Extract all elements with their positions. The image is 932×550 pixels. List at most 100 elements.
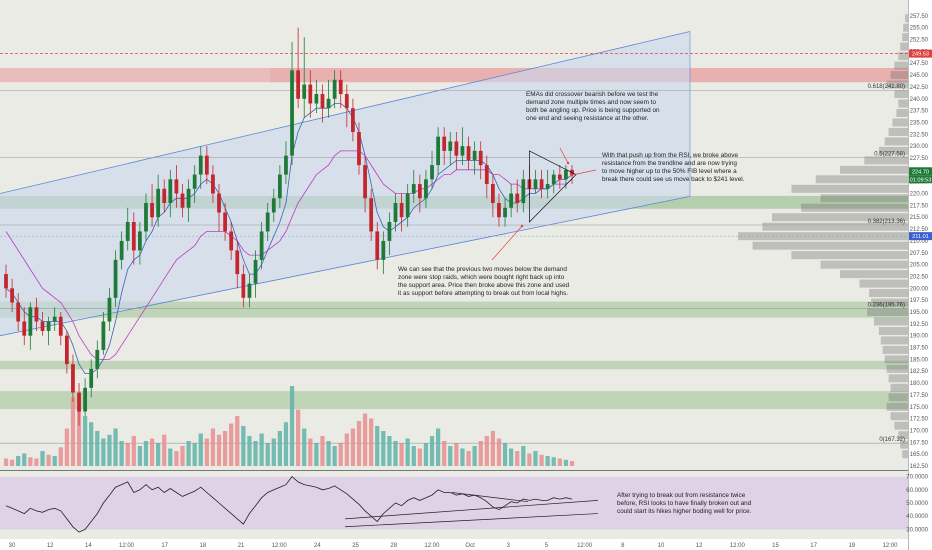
volume-profile-layer <box>738 14 908 459</box>
candle <box>64 330 69 374</box>
time-tick-label: 12:00 <box>424 543 440 549</box>
candle <box>296 27 301 109</box>
annotation-line: could start its hikes higher boding well… <box>617 508 751 515</box>
candle <box>113 250 118 308</box>
candle-body <box>16 302 21 322</box>
annotation-line: After trying to break out from resistanc… <box>617 492 746 499</box>
volume-bar <box>95 431 100 466</box>
rsi-tick-label: 70.0000 <box>906 475 928 481</box>
volume-profile-bar <box>772 213 908 222</box>
candle-body <box>478 150 483 166</box>
time-tick-label: 12:00 <box>882 543 898 549</box>
volume-bar <box>180 446 185 466</box>
candle <box>363 155 367 213</box>
candle <box>375 221 380 270</box>
candle-body <box>180 193 185 208</box>
volume-bar <box>344 433 349 466</box>
candle-body <box>156 188 161 218</box>
volume-profile-bar <box>894 421 908 430</box>
price-tag-current-label: 224.70 <box>912 169 929 175</box>
drawings-layer <box>491 147 597 261</box>
candle-body <box>497 203 501 218</box>
candle-body <box>442 136 447 151</box>
rsi-tick-label: 30.0000 <box>906 527 928 533</box>
candle-body <box>28 307 33 336</box>
price-tick-label: 207.50 <box>910 251 929 257</box>
volume-profile-bar <box>886 402 908 411</box>
volume-bar <box>515 451 520 466</box>
candle-body <box>551 174 556 185</box>
candle <box>119 231 124 270</box>
volume-bar <box>192 443 197 466</box>
volume-bar <box>429 436 435 466</box>
annotation-line: resistance from the trendline and are no… <box>602 160 737 167</box>
candle-body <box>308 84 313 104</box>
volume-bar <box>350 428 356 466</box>
price-tick-label: 177.50 <box>910 393 929 399</box>
volume-bar <box>222 431 228 466</box>
volume-bar <box>338 443 343 466</box>
candle <box>10 278 14 312</box>
candle <box>28 302 33 350</box>
candle <box>247 274 252 308</box>
volume-bar <box>362 413 368 466</box>
candle <box>83 378 88 417</box>
candle-body <box>430 165 434 180</box>
volume-bar <box>417 448 422 466</box>
time-tick-label: 8 <box>621 543 625 549</box>
volume-bar <box>423 443 429 466</box>
candle <box>217 184 221 232</box>
candle-body <box>95 349 100 369</box>
candle <box>125 207 130 251</box>
volume-bar <box>283 422 289 466</box>
price-tick-label: 205.00 <box>910 263 929 269</box>
candle-body <box>223 212 227 232</box>
candle-body <box>186 188 191 208</box>
candle <box>320 84 325 123</box>
annotation-stop-raids-note: We can see that the previous two moves b… <box>398 266 570 297</box>
candle-body <box>235 250 240 275</box>
candle <box>131 212 136 265</box>
annotation-line: EMAs did crossover bearish before we tes… <box>526 91 659 98</box>
volume-profile-bar <box>886 80 908 89</box>
candle-body <box>503 207 507 218</box>
candle-body <box>405 193 410 218</box>
candle-body <box>351 108 355 132</box>
volume-profile-bar <box>898 431 908 440</box>
volume-profile-bar <box>801 203 908 212</box>
volume-profile-bar <box>815 175 908 184</box>
volume-profile-bar <box>820 260 908 269</box>
time-tick-label: 12:00 <box>577 543 593 549</box>
candle <box>357 122 361 175</box>
candle-body <box>198 155 203 175</box>
rsi-support-trendline <box>344 513 599 528</box>
candle <box>369 188 374 241</box>
candle <box>436 127 440 175</box>
volume-profile-bar <box>867 308 908 316</box>
time-axis[interactable]: 30 12 14 12:00 17 18 21 12:00 24 25 28 12:00 Oct 3 5 12… <box>9 543 899 549</box>
candle <box>271 188 276 222</box>
candle <box>497 193 501 227</box>
price-axis-background <box>908 0 932 550</box>
candle-body <box>557 174 562 180</box>
volume-profile-bar <box>900 440 908 449</box>
volume-profile-bar <box>874 317 908 326</box>
volume-bar <box>82 416 88 466</box>
volume-profile-bar <box>864 156 908 165</box>
volume-bar <box>52 456 57 466</box>
candle-body <box>241 274 246 298</box>
price-axis[interactable]: 257.50255.00252.50250.00247.50245.00242.… <box>906 14 928 534</box>
arrow-stop-raids-note-head <box>520 224 524 228</box>
channel-lower-line <box>0 195 691 337</box>
fib-level-label: 0.382(213.36) <box>868 219 905 225</box>
candle <box>16 293 21 331</box>
time-tick-label: 21 <box>238 543 245 549</box>
candle <box>95 340 100 379</box>
candle <box>454 131 459 170</box>
price-tick-label: 220.00 <box>910 192 929 198</box>
candle <box>466 136 471 170</box>
price-tick-label: 182.50 <box>910 369 929 375</box>
volume-profile-bar <box>888 127 908 136</box>
volume-profile-bar <box>840 270 908 279</box>
